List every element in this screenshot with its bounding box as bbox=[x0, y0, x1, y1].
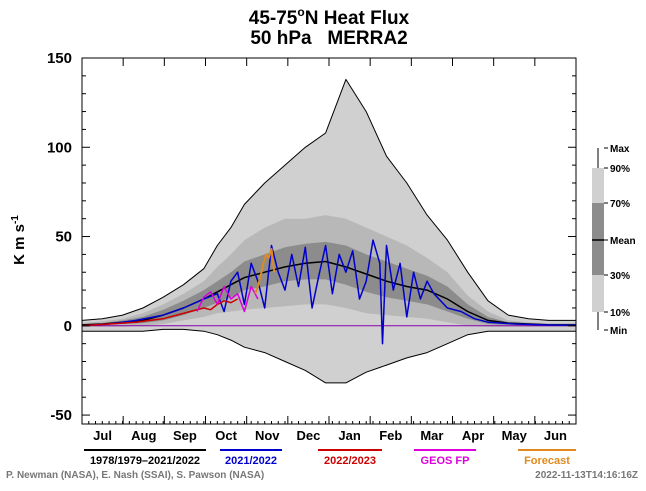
series-2021-2022 bbox=[81, 239, 577, 345]
timestamp-text: 2022-11-13T14:16:16Z bbox=[535, 470, 638, 481]
percentile-bar: Max 90% 70% Mean 30% 10% Min bbox=[592, 144, 636, 337]
max-line bbox=[81, 78, 576, 321]
pbar-label: 30% bbox=[610, 271, 630, 282]
y-tick-label: -50 bbox=[50, 407, 72, 424]
pbar-label: Mean bbox=[610, 236, 636, 247]
month-label: Feb bbox=[379, 428, 402, 443]
legend-label: 2022/2023 bbox=[324, 455, 376, 467]
chart-subtitle: 50 hPa MERRA2 bbox=[250, 28, 407, 49]
y-axis-label: K m s-1 bbox=[10, 215, 28, 265]
pbar-label: 10% bbox=[610, 308, 630, 319]
series-forecast bbox=[254, 248, 276, 295]
month-label: Mar bbox=[420, 428, 443, 443]
y-tick-label: 0 bbox=[64, 318, 72, 335]
legend-label: Forecast bbox=[524, 455, 570, 467]
series-2022-2023 bbox=[81, 298, 238, 327]
band-30-70 bbox=[82, 241, 576, 326]
legend-label: 2021/2022 bbox=[225, 455, 277, 467]
legend-label: 1978/1979–2021/2022 bbox=[90, 455, 200, 467]
legend-label: GEOS FP bbox=[421, 455, 470, 467]
y-tick-label: 50 bbox=[55, 229, 72, 246]
pbar-label: Max bbox=[610, 144, 630, 155]
pbar-inner bbox=[592, 203, 604, 275]
month-label: Dec bbox=[296, 428, 320, 443]
y-tick-label: 150 bbox=[47, 50, 72, 67]
y-tick-label: 100 bbox=[47, 139, 72, 156]
pbar-label: Min bbox=[610, 326, 627, 337]
plot-area bbox=[81, 78, 577, 384]
month-label: Jan bbox=[338, 428, 360, 443]
pbar-label: 90% bbox=[610, 164, 630, 175]
series-geos-fp bbox=[196, 285, 259, 313]
month-label: Jul bbox=[93, 428, 112, 443]
month-label: Jun bbox=[544, 428, 567, 443]
month-label: May bbox=[502, 428, 528, 443]
month-label: Apr bbox=[462, 428, 484, 443]
chart-title: 45-75oN Heat Flux bbox=[249, 5, 410, 29]
min-line bbox=[82, 328, 576, 384]
legend: 1978/1979–2021/2022 2021/2022 2022/2023 GEO… bbox=[84, 449, 576, 467]
month-label: Nov bbox=[255, 428, 280, 443]
month-label: Sep bbox=[173, 428, 197, 443]
month-label: Aug bbox=[131, 428, 156, 443]
axes: -50 0 50 100 150 Jul Aug Sep Oct Nov Dec Jan Feb Mar A… bbox=[47, 50, 577, 443]
credit-text: P. Newman (NASA), E. Nash (SSAI), S. Paw… bbox=[6, 470, 264, 481]
month-label: Oct bbox=[215, 428, 237, 443]
pbar-label: 70% bbox=[610, 199, 630, 210]
